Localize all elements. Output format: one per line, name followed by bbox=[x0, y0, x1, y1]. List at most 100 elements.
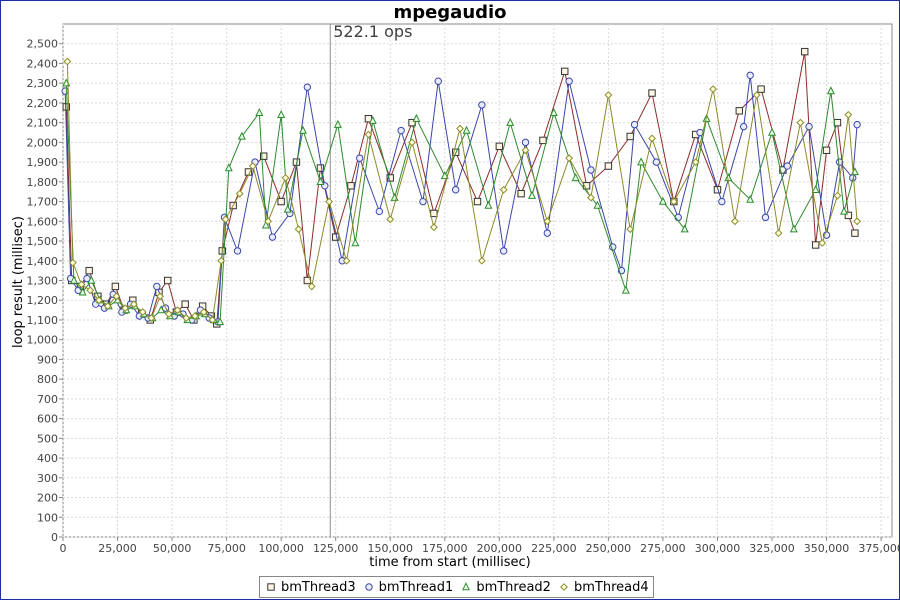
x-tick-label: 275,000 bbox=[640, 542, 686, 555]
y-tick-label: 1,900 bbox=[27, 156, 59, 169]
data-point bbox=[757, 85, 765, 93]
data-point bbox=[164, 276, 172, 285]
data-point bbox=[473, 197, 482, 206]
data-point bbox=[87, 275, 96, 284]
x-tick-label: 175,000 bbox=[422, 542, 468, 555]
y-tick-label: 100 bbox=[37, 511, 58, 524]
legend-marker bbox=[364, 583, 373, 591]
data-point bbox=[182, 314, 191, 322]
data-point bbox=[604, 91, 613, 99]
data-point bbox=[768, 127, 777, 136]
y-tick-label: 1,700 bbox=[27, 196, 59, 209]
y-tick-label: 1,100 bbox=[27, 314, 59, 327]
legend-marker-icon bbox=[267, 583, 275, 591]
series-bmThread3 bbox=[62, 47, 859, 328]
data-point bbox=[355, 154, 364, 162]
data-point bbox=[691, 158, 700, 167]
data-point bbox=[739, 122, 748, 131]
data-point bbox=[658, 196, 667, 205]
data-point bbox=[264, 217, 272, 226]
data-point bbox=[844, 110, 853, 119]
data-point bbox=[129, 300, 138, 309]
data-point bbox=[112, 292, 121, 301]
data-point bbox=[277, 109, 286, 118]
data-point bbox=[571, 173, 580, 182]
data-point bbox=[157, 305, 166, 314]
legend-label: bmThread1 bbox=[378, 579, 454, 595]
data-point bbox=[235, 189, 244, 198]
data-point bbox=[86, 286, 95, 295]
y-tick-label: 1,800 bbox=[27, 176, 59, 189]
y-tick-label: 500 bbox=[37, 432, 58, 445]
y-tick-label: 800 bbox=[37, 373, 58, 386]
data-point bbox=[375, 207, 384, 216]
data-point bbox=[789, 224, 798, 233]
data-point bbox=[851, 229, 859, 237]
x-tick-label: 50,000 bbox=[153, 542, 192, 555]
data-point bbox=[718, 197, 726, 206]
data-point bbox=[164, 310, 173, 318]
data-point bbox=[294, 225, 303, 234]
y-tick-label: 1,400 bbox=[27, 255, 59, 268]
data-point bbox=[565, 77, 573, 85]
x-tick-label: 300,000 bbox=[695, 542, 741, 555]
data-point bbox=[811, 241, 820, 249]
x-tick-label: 125,000 bbox=[313, 542, 359, 555]
data-point bbox=[316, 177, 325, 186]
y-tick-label: 1,300 bbox=[27, 275, 59, 288]
plot-area: 0 100 200 300 400 500 600 700 800 900 1,000 1,100 1,… bbox=[27, 22, 900, 555]
data-point bbox=[103, 302, 112, 311]
data-point bbox=[268, 233, 277, 241]
data-point bbox=[783, 162, 791, 170]
chart-title: mpegaudio bbox=[393, 2, 506, 23]
x-axis-label: time from start (millisec) bbox=[369, 555, 530, 570]
data-point bbox=[805, 122, 813, 131]
x-tick-label: 25,000 bbox=[98, 542, 137, 555]
data-point bbox=[95, 296, 103, 305]
data-point bbox=[429, 223, 438, 232]
data-point bbox=[752, 91, 761, 99]
data-point bbox=[626, 225, 635, 234]
y-tick-label: 1,200 bbox=[27, 294, 59, 307]
data-point bbox=[561, 67, 569, 76]
y-tick-label: 2,000 bbox=[27, 136, 59, 149]
data-point bbox=[680, 224, 689, 233]
y-tick-label: 300 bbox=[37, 472, 58, 485]
y-tick-label: 2,300 bbox=[27, 77, 59, 90]
legend-item: bmThread2 bbox=[459, 580, 551, 595]
x-tick-label: 375,000 bbox=[858, 542, 900, 555]
data-point bbox=[233, 247, 242, 255]
data-point bbox=[68, 258, 77, 267]
data-point bbox=[517, 189, 525, 198]
data-point bbox=[217, 256, 226, 265]
data-point bbox=[208, 316, 217, 324]
data-point bbox=[833, 118, 842, 127]
data-point bbox=[181, 300, 189, 308]
data-point bbox=[543, 217, 552, 226]
x-tick-label: 75,000 bbox=[207, 542, 246, 555]
data-point bbox=[484, 200, 493, 209]
data-point bbox=[637, 157, 646, 166]
data-point bbox=[796, 118, 805, 127]
data-point bbox=[604, 162, 613, 170]
y-tick-label: 2,200 bbox=[27, 97, 59, 110]
data-point bbox=[853, 217, 862, 226]
data-point bbox=[521, 146, 530, 155]
data-point bbox=[528, 190, 537, 199]
data-point bbox=[761, 213, 770, 222]
data-point bbox=[462, 125, 471, 134]
data-point bbox=[587, 193, 595, 202]
data-point bbox=[652, 158, 661, 166]
x-tick-label: 225,000 bbox=[531, 542, 577, 555]
y-tick-label: 1,600 bbox=[27, 215, 59, 228]
data-point bbox=[78, 287, 87, 296]
data-point bbox=[138, 308, 147, 316]
data-point bbox=[456, 124, 464, 133]
data-point bbox=[191, 312, 199, 320]
data-point bbox=[147, 314, 156, 322]
y-axis-label: loop result (millisec) bbox=[11, 216, 26, 348]
data-point bbox=[499, 247, 508, 255]
data-point bbox=[61, 87, 69, 95]
y-tick-label: 0 bbox=[51, 531, 58, 544]
data-point bbox=[626, 132, 634, 141]
